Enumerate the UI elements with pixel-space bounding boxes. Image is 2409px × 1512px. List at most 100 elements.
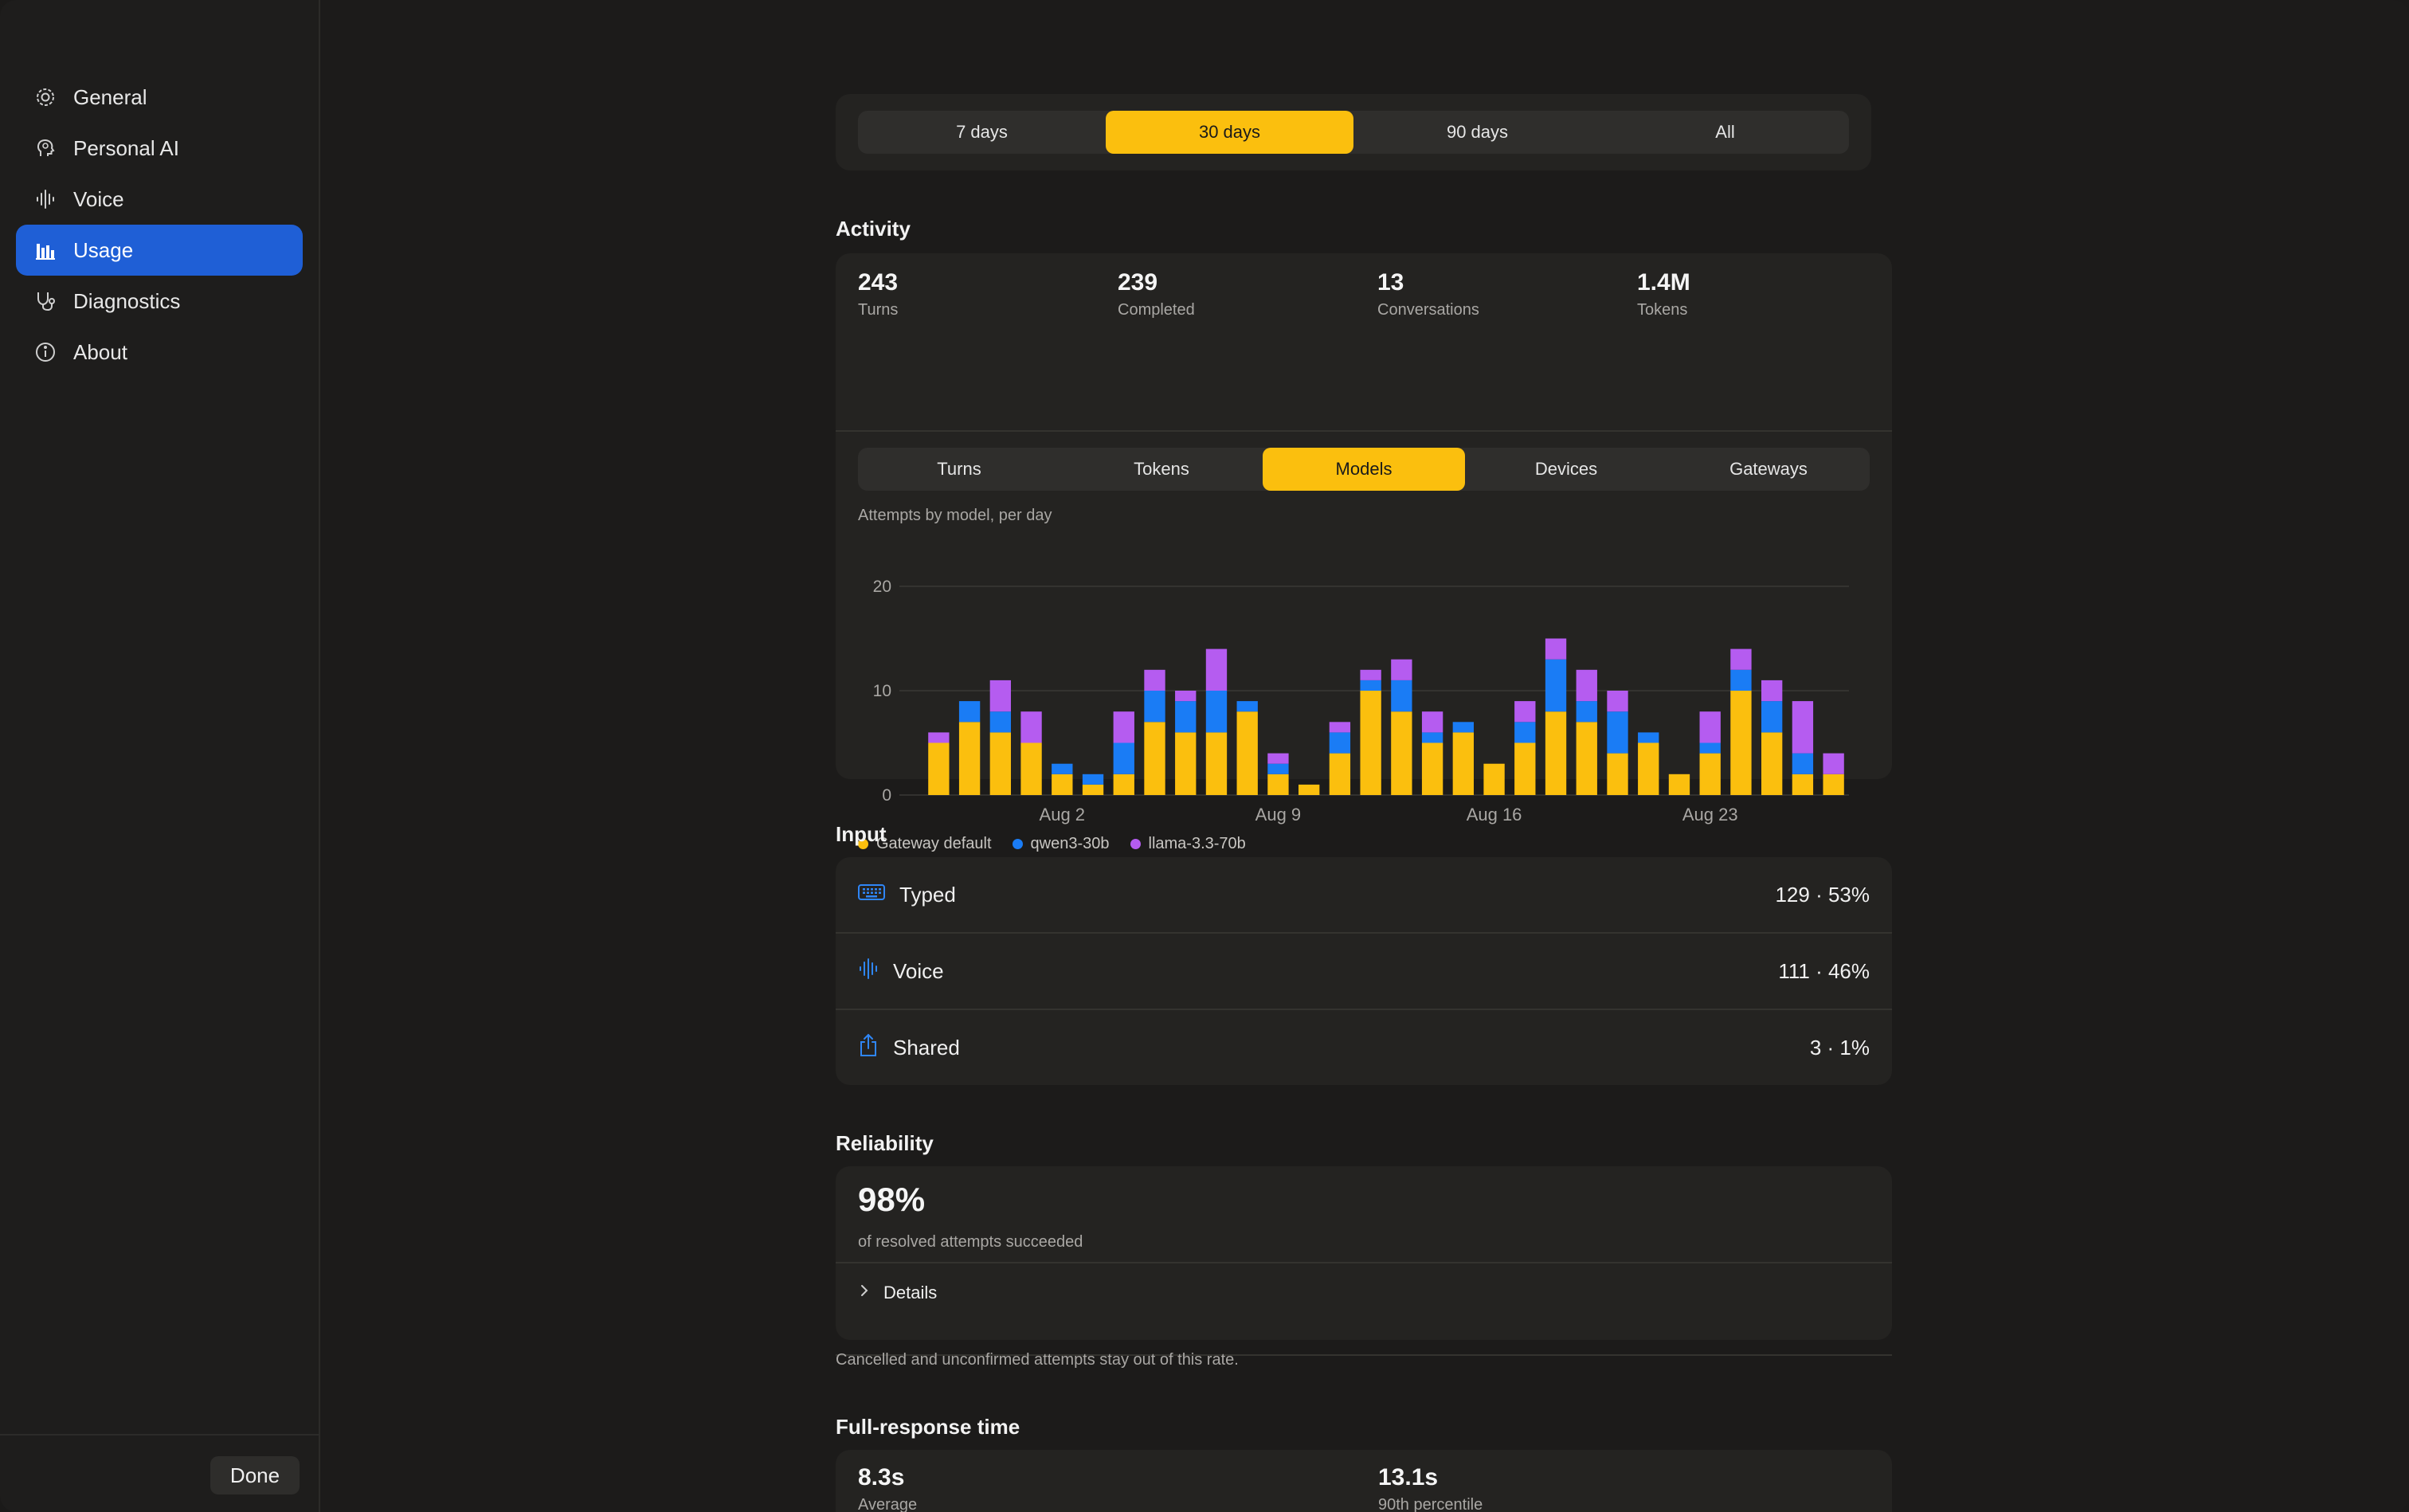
input-row-voice: Voice 111 · 46%	[836, 934, 1892, 1009]
sidebar-item-about[interactable]: About	[16, 327, 303, 378]
bar-segment-gateway-default	[1360, 691, 1381, 795]
bar-segment-gateway-default	[1545, 711, 1567, 795]
bar-segment-qwen3-30b	[1329, 732, 1351, 754]
bar-segment-qwen3-30b	[1761, 701, 1783, 733]
sidebar-item-usage[interactable]: Usage	[16, 225, 303, 276]
bar-segment-llama-3-3-70b	[1421, 711, 1443, 733]
tab-tokens[interactable]: Tokens	[1134, 459, 1189, 479]
bar-segment-qwen3-30b	[1052, 763, 1073, 774]
bar-segment-llama-3-3-70b	[1113, 711, 1134, 743]
bar-segment-gateway-default	[1730, 691, 1752, 795]
bar-segment-llama-3-3-70b	[1823, 753, 1844, 774]
x-tick-label: Aug 9	[1255, 805, 1302, 825]
stat-label: 90th percentile	[1378, 1496, 1483, 1512]
stat-p90: 13.1s 90th percentile	[1378, 1464, 1483, 1512]
bar-segment-gateway-default	[928, 742, 950, 795]
sidebar-nav: General Personal AI Voice Usage	[16, 72, 303, 378]
range-card: 7 days 30 days 90 days All	[836, 94, 1871, 170]
bar-segment-gateway-default	[1144, 722, 1165, 795]
sidebar-item-personal-ai[interactable]: Personal AI	[16, 123, 303, 174]
bar-segment-qwen3-30b	[1175, 701, 1197, 733]
bar-segment-qwen3-30b	[1730, 669, 1752, 691]
stat-average: 8.3s Average	[858, 1464, 917, 1512]
done-button[interactable]: Done	[210, 1456, 300, 1494]
bar-segment-gateway-default	[1761, 732, 1783, 795]
stat-value: 13.1s	[1378, 1464, 1439, 1490]
legend-label: llama-3.3-70b	[1148, 835, 1246, 852]
details-label: Details	[883, 1283, 938, 1302]
reliability-value: 98%	[858, 1181, 926, 1218]
response-time-card: 8.3s Average 13.1s 90th percentile	[836, 1450, 1892, 1512]
range-all[interactable]: All	[1715, 122, 1735, 142]
input-row-shared: Shared 3 · 1%	[836, 1010, 1892, 1085]
range-90-days[interactable]: 90 days	[1446, 122, 1509, 142]
bar-segment-qwen3-30b	[1638, 732, 1659, 743]
x-tick-label: Aug 2	[1040, 805, 1086, 825]
bar-segment-gateway-default	[1514, 742, 1536, 795]
x-tick-label: Aug 23	[1682, 805, 1738, 825]
bar-segment-gateway-default	[1792, 774, 1814, 795]
bar-segment-qwen3-30b	[1452, 722, 1475, 733]
reliability-caption: of resolved attempts succeeded	[858, 1233, 1083, 1251]
bar-segment-llama-3-3-70b	[1607, 691, 1628, 712]
tab-turns[interactable]: Turns	[937, 459, 981, 479]
bar-segment-qwen3-30b	[1699, 742, 1721, 754]
stat-label: Completed	[1118, 301, 1195, 319]
bar-segment-gateway-default	[1607, 753, 1628, 795]
tab-gateways[interactable]: Gateways	[1729, 459, 1808, 479]
chevron-right-icon	[858, 1283, 871, 1303]
chart-caption: Attempts by model, per day	[858, 507, 1052, 524]
bar-segment-gateway-default	[1699, 753, 1721, 795]
sidebar-item-diagnostics[interactable]: Diagnostics	[16, 276, 303, 327]
bar-segment-gateway-default	[1638, 742, 1659, 795]
stat-label: Average	[858, 1496, 918, 1512]
tab-devices[interactable]: Devices	[1534, 459, 1598, 479]
bar-segment-gateway-default	[958, 722, 981, 795]
bar-segment-llama-3-3-70b	[1020, 711, 1042, 743]
range-segmented-control: 7 days 30 days 90 days All	[858, 111, 1849, 154]
range-7-days[interactable]: 7 days	[956, 122, 1008, 142]
bar-segment-gateway-default	[1205, 732, 1228, 795]
bar-segment-qwen3-30b	[989, 711, 1012, 733]
sidebar-item-voice[interactable]: Voice	[16, 174, 303, 225]
reliability-title: Reliability	[836, 1131, 934, 1155]
input-divider	[836, 932, 1892, 934]
bar-segment-llama-3-3-70b	[1175, 691, 1197, 702]
input-card: Typed 129 · 53% Voice 111 · 46% Shared 3…	[836, 857, 1892, 1085]
sidebar-item-label: Usage	[73, 237, 134, 262]
stethoscope-icon	[33, 289, 57, 313]
stat-value: 243	[858, 269, 899, 296]
reliability-inner-divider	[836, 1262, 1892, 1263]
bar-segment-llama-3-3-70b	[1267, 753, 1289, 764]
bar-segment-gateway-default	[1175, 732, 1197, 795]
input-value: 3 · 1%	[1809, 1035, 1870, 1060]
bar-segment-gateway-default	[1452, 732, 1475, 795]
bar-chart-icon	[33, 238, 57, 262]
activity-title: Activity	[836, 217, 911, 241]
bar-segment-qwen3-30b	[1082, 774, 1104, 785]
bar-segment-qwen3-30b	[1391, 680, 1412, 712]
bar-segment-llama-3-3-70b	[1545, 638, 1567, 660]
stat-completed: 239 Completed	[1118, 269, 1377, 319]
bar-segment-llama-3-3-70b	[1360, 669, 1381, 680]
stat-label: Tokens	[1637, 301, 1688, 319]
details-disclosure[interactable]: Details	[858, 1283, 937, 1303]
bar-segment-llama-3-3-70b	[928, 732, 950, 743]
bar-segment-qwen3-30b	[1144, 691, 1165, 723]
bar-segment-gateway-default	[1421, 742, 1443, 795]
bar-segment-gateway-default	[1236, 711, 1258, 795]
tab-models[interactable]: Models	[1263, 448, 1465, 491]
bar-segment-qwen3-30b	[1360, 680, 1381, 691]
range-30-days[interactable]: 30 days	[1106, 111, 1353, 154]
legend-dot	[858, 839, 868, 850]
bar-segment-gateway-default	[1668, 774, 1690, 795]
legend-dot	[1012, 839, 1023, 850]
waveform-icon	[33, 187, 57, 211]
legend-label: Gateway default	[876, 835, 992, 852]
waveform-icon	[858, 958, 879, 985]
sidebar-item-label: About	[73, 339, 127, 364]
bar-segment-qwen3-30b	[1236, 701, 1258, 712]
activity-card: 243 Turns 239 Completed 13 Conversations…	[836, 253, 1892, 852]
sidebar-item-general[interactable]: General	[16, 72, 303, 123]
